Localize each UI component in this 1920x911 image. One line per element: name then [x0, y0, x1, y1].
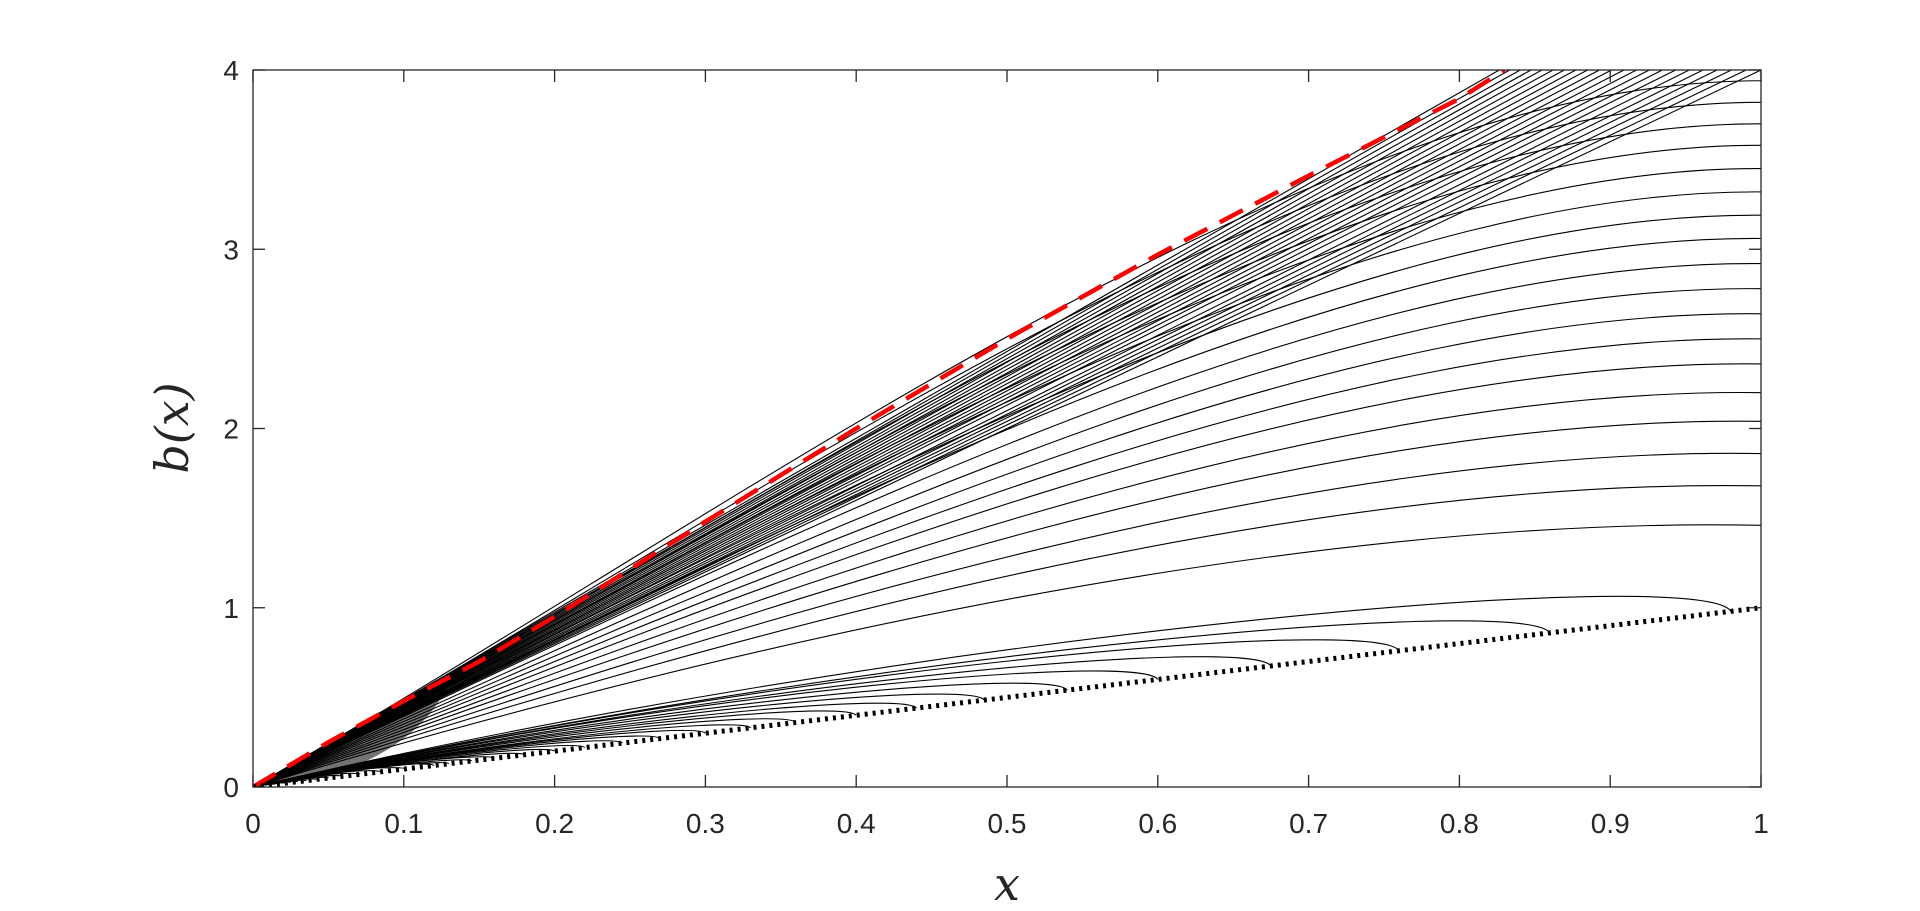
curve-steep: [253, 70, 1625, 787]
curve-turning: [253, 670, 1159, 787]
curve-steep: [253, 70, 1500, 787]
curve-steep: [253, 70, 1588, 787]
x-tick-label: 0.1: [384, 808, 423, 839]
curve-fan: [253, 263, 1761, 787]
curve-fan: [253, 288, 1761, 787]
curve-fan: [253, 214, 1761, 787]
x-tick-label: 0.7: [1289, 808, 1328, 839]
curve-turning: [253, 693, 985, 787]
reference-lines: [253, 70, 1761, 787]
curve-steep: [253, 70, 1637, 787]
curve-turning: [253, 595, 1732, 787]
curve-steep: [253, 70, 1612, 787]
dense-wedge: [253, 683, 450, 787]
curve-fan: [253, 392, 1761, 787]
x-tick-label: 0.6: [1138, 808, 1177, 839]
curve-fan: [253, 524, 1761, 787]
x-axis-label: x: [994, 857, 1020, 911]
x-tick-label: 0.2: [535, 808, 574, 839]
black-dotted-line: [253, 605, 1761, 787]
y-tick-label: 1: [223, 593, 239, 624]
y-tick-label: 4: [223, 55, 239, 86]
curve-turning: [253, 682, 1068, 787]
x-tick-label: 0.9: [1591, 808, 1630, 839]
curve-turning: [253, 639, 1400, 787]
red-dashed-line: [253, 70, 1506, 787]
curve-fan: [253, 452, 1761, 787]
curve-fan: [253, 313, 1761, 787]
curve-steep: [253, 70, 1676, 787]
curve-steep: [253, 70, 1650, 787]
curve-steep: [253, 70, 1663, 787]
x-tick-label: 0: [245, 808, 261, 839]
curve-steep: [253, 70, 1600, 787]
curve-fan: [253, 420, 1761, 787]
x-tick-label: 0.3: [686, 808, 725, 839]
x-tick-label: 0.4: [837, 808, 876, 839]
y-axis-label: b(x): [145, 382, 199, 473]
x-tick-label: 0.8: [1440, 808, 1479, 839]
y-tick-label: 3: [223, 234, 239, 265]
x-tick-label: 0.5: [988, 808, 1027, 839]
curve-family: [253, 70, 1761, 787]
curve-fan: [253, 338, 1761, 787]
y-tick-label: 0: [223, 772, 239, 803]
curve-fan: [253, 363, 1761, 787]
x-tick-label: 1: [1753, 808, 1769, 839]
y-tick-label: 2: [223, 414, 239, 445]
curve-fan: [253, 484, 1761, 787]
axis-ticks: 0 0.1 0.2 0.3 0.4 0.5 0.6 0.7 0.8 0.9 1 0 1 2 3 4: [223, 55, 1768, 839]
curve-steep: [253, 70, 1510, 787]
